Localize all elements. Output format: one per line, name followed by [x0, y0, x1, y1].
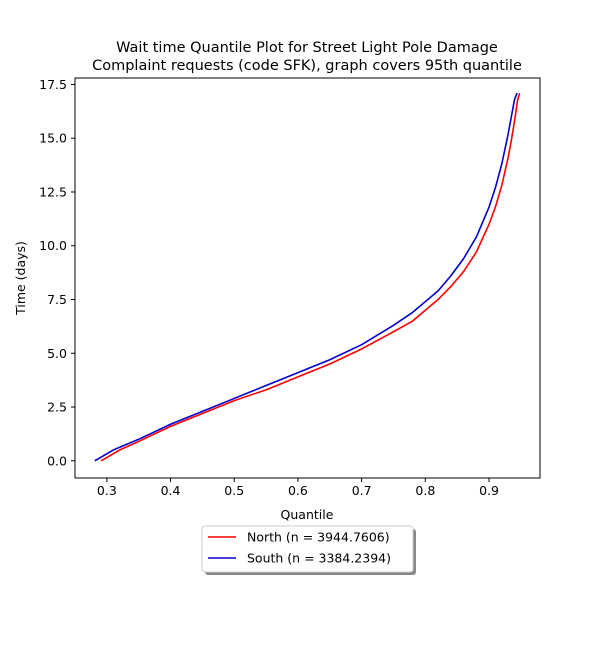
x-tick-label: 0.5 — [224, 483, 244, 498]
x-tick-label: 0.8 — [415, 483, 435, 498]
y-tick-label: 7.5 — [47, 292, 67, 307]
x-tick-label: 0.3 — [97, 483, 117, 498]
x-tick-label: 0.7 — [352, 483, 372, 498]
y-tick-label: 10.0 — [39, 238, 67, 253]
legend: North (n = 3944.7606) South (n = 3384.23… — [201, 525, 416, 575]
y-axis: 0.0 2.5 5.0 7.5 10.0 12.5 15.0 17.5 — [39, 77, 75, 468]
chart-title: Wait time Quantile Plot for Street Light… — [92, 40, 522, 74]
y-tick-label: 0.0 — [47, 453, 67, 468]
series-layer — [94, 92, 521, 462]
x-tick-label: 0.4 — [161, 483, 181, 498]
series-line-north — [100, 92, 521, 462]
x-tick-label: 0.6 — [288, 483, 308, 498]
plot-area — [74, 77, 541, 479]
y-tick-label: 15.0 — [39, 131, 67, 146]
legend-box — [201, 525, 414, 573]
y-tick-label: 17.5 — [39, 77, 67, 92]
y-tick-label: 12.5 — [39, 184, 67, 199]
x-axis-label: Quantile — [281, 507, 334, 522]
y-axis-label: Time (days) — [13, 241, 28, 316]
plot-background — [75, 78, 540, 478]
legend-label-south: South (n = 3384.2394) — [247, 551, 391, 566]
y-tick-label: 2.5 — [47, 400, 67, 415]
plot-frame — [74, 77, 541, 479]
legend-label-north: North (n = 3944.7606) — [247, 530, 390, 545]
x-tick-label: 0.9 — [479, 483, 499, 498]
x-axis: 0.3 0.4 0.5 0.6 0.7 0.8 0.9 — [97, 478, 499, 498]
chart-title-line-1: Wait time Quantile Plot for Street Light… — [116, 40, 498, 56]
series-line-south — [94, 92, 518, 462]
y-tick-label: 5.0 — [47, 346, 67, 361]
chart-title-line-2: Complaint requests (code SFK), graph cov… — [92, 58, 522, 74]
